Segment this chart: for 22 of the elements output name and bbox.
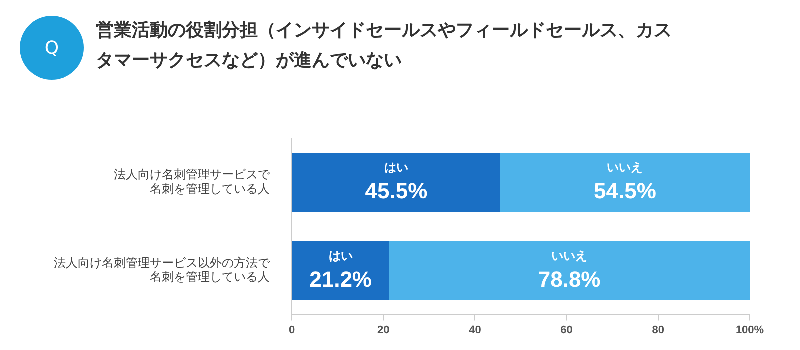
bar	[292, 152, 500, 212]
x-tick-label: 80	[652, 324, 665, 336]
series-label: はい	[384, 160, 408, 175]
x-tick-label: 40	[469, 324, 482, 336]
bar	[292, 241, 390, 300]
circle-icon: Q	[20, 16, 84, 80]
y-tick-label: 法人向け名刺管理サービスで名刺を管理している人	[114, 168, 271, 196]
data-label: 54.5%	[594, 178, 656, 204]
y-tick-label: 法人向け名刺管理サービス以外の方法で名刺を管理している人	[54, 256, 271, 284]
text: いいえ	[552, 248, 588, 263]
x-tick-label: 100%	[736, 324, 764, 336]
series-label: いいえ	[607, 160, 644, 175]
x-tick-label: 0	[288, 324, 296, 336]
data-label: 21.2%	[310, 266, 372, 292]
bar	[389, 241, 750, 300]
chart-title: 営業活動の役割分担（インサイドセールスやフィールドセールス、カスタマーサクセスなど）が進んでいない	[96, 19, 673, 73]
bar	[500, 152, 750, 212]
x-tick-label: 60	[560, 324, 573, 336]
text: はい	[328, 248, 353, 263]
x-tick-label: 20	[377, 324, 390, 336]
data-label: 78.8%	[538, 266, 601, 292]
data-label: 45.5%	[365, 178, 428, 204]
